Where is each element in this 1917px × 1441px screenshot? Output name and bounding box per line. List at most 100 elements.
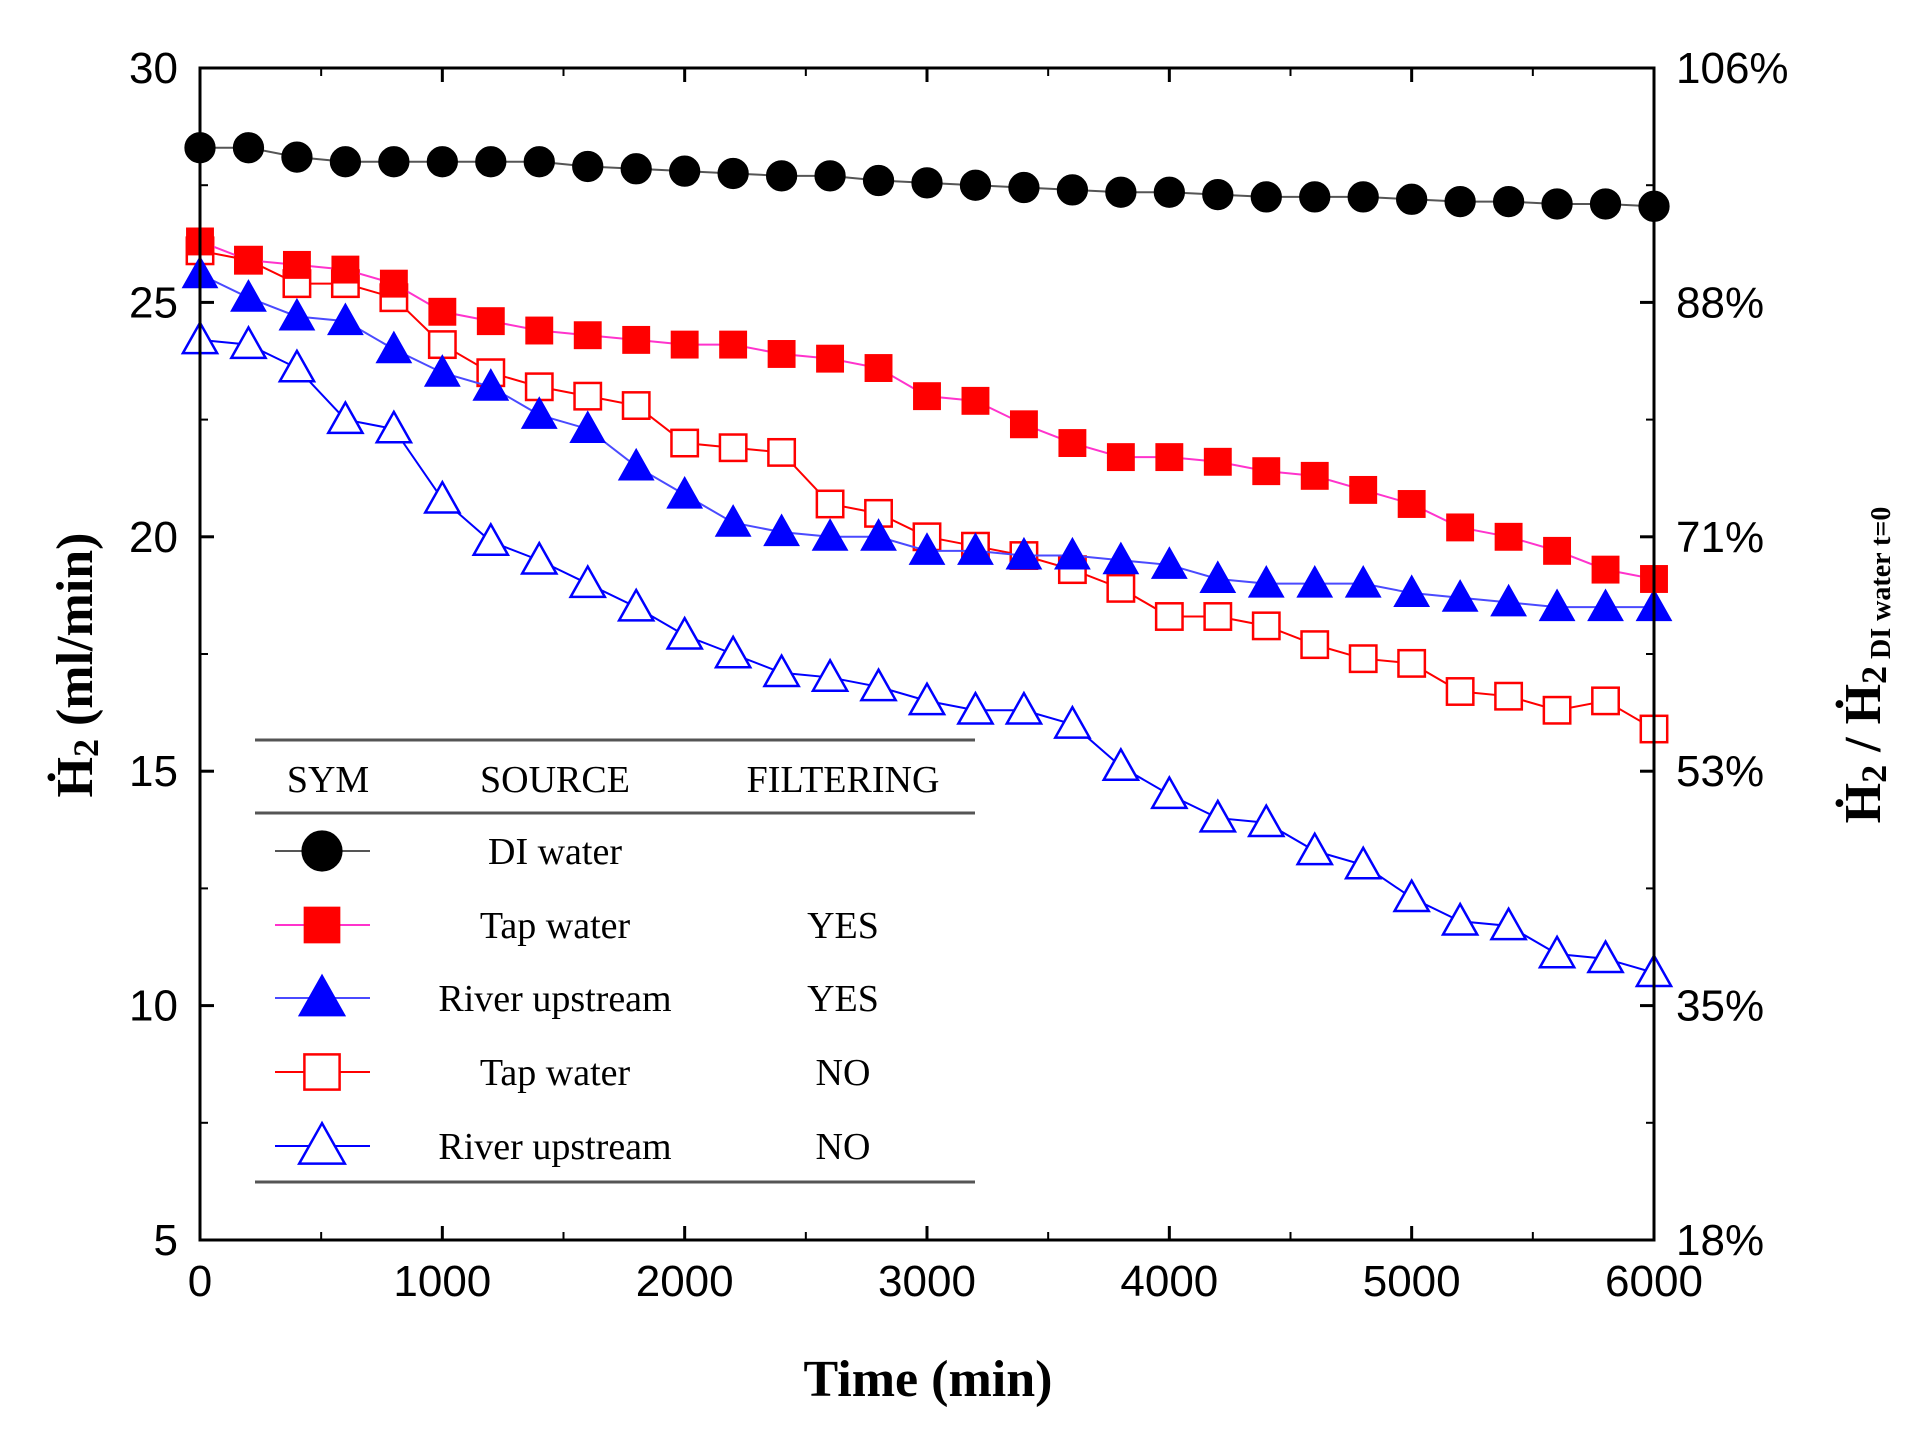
data-point bbox=[326, 399, 365, 435]
data-point bbox=[1537, 934, 1577, 969]
data-point bbox=[621, 391, 651, 420]
data-point bbox=[1543, 536, 1572, 565]
legend-filtering: YES bbox=[807, 978, 879, 1020]
data-point bbox=[1198, 798, 1238, 833]
data-point bbox=[763, 513, 800, 547]
legend-symbol bbox=[303, 906, 341, 944]
data-point bbox=[1586, 939, 1625, 974]
data-point bbox=[428, 297, 457, 326]
axis-layer: 0 1000 2000 3000 4000 5000 6000 5 10 15 20 25 30 18% 3… bbox=[129, 44, 1789, 1306]
data-point bbox=[714, 504, 752, 537]
data-point bbox=[1492, 185, 1525, 218]
x-tick-label: 3000 bbox=[878, 1257, 976, 1306]
legend-header: SOURCE bbox=[480, 759, 630, 801]
data-point bbox=[1494, 681, 1524, 711]
legend-filtering: NO bbox=[816, 1126, 871, 1168]
data-point bbox=[1494, 522, 1523, 551]
data-point bbox=[1349, 475, 1378, 504]
data-point bbox=[814, 160, 846, 192]
data-point bbox=[229, 324, 268, 360]
data-point bbox=[1542, 695, 1572, 725]
data-point bbox=[1348, 644, 1378, 674]
data-point bbox=[1106, 443, 1135, 472]
x-tick-label: 6000 bbox=[1605, 1257, 1703, 1306]
data-point bbox=[423, 479, 462, 514]
data-point bbox=[277, 348, 317, 383]
legend-source: DI water bbox=[488, 831, 622, 873]
data-point bbox=[1396, 183, 1428, 215]
data-point bbox=[815, 489, 845, 519]
data-point bbox=[718, 433, 748, 463]
series-2 bbox=[181, 255, 1673, 622]
data-point bbox=[860, 518, 897, 551]
data-point bbox=[1541, 188, 1573, 220]
plot-frame bbox=[198, 66, 1656, 1242]
data-point bbox=[1247, 803, 1286, 838]
data-point bbox=[1155, 443, 1184, 472]
data-point bbox=[811, 518, 849, 551]
data-point bbox=[1053, 704, 1092, 739]
data-point bbox=[379, 269, 408, 298]
data-point bbox=[1106, 573, 1136, 603]
data-point bbox=[1105, 176, 1137, 208]
data-point bbox=[1300, 630, 1330, 660]
legend-filtering: YES bbox=[807, 905, 879, 947]
data-point bbox=[523, 146, 555, 178]
y-right-tick-label: 88% bbox=[1676, 278, 1764, 327]
data-point bbox=[423, 354, 461, 387]
data-point bbox=[1538, 588, 1576, 622]
legend-header: FILTERING bbox=[747, 759, 940, 801]
data-point bbox=[282, 250, 311, 279]
data-point bbox=[1489, 906, 1528, 941]
data-point bbox=[957, 532, 994, 565]
y-left-tick-label: 10 bbox=[129, 982, 178, 1031]
data-point bbox=[476, 307, 505, 336]
data-point bbox=[234, 246, 263, 275]
data-point bbox=[327, 302, 364, 336]
series-1 bbox=[186, 227, 1668, 593]
data-point bbox=[472, 368, 510, 401]
data-point bbox=[911, 167, 943, 199]
x-tick-label: 2000 bbox=[636, 1257, 734, 1306]
y-axis-right-title: Ḣ2 / Ḣ2 DI water t=0 bbox=[1835, 507, 1897, 824]
legend-symbol bbox=[297, 1120, 347, 1165]
data-point bbox=[1009, 410, 1038, 439]
data-point bbox=[1004, 690, 1044, 725]
legend-symbol bbox=[297, 973, 347, 1017]
data-point bbox=[1056, 174, 1089, 206]
data-point bbox=[666, 475, 704, 509]
y-left-tick-label: 15 bbox=[129, 747, 178, 796]
data-point bbox=[1347, 181, 1379, 213]
y-left-tick-label: 30 bbox=[129, 44, 178, 93]
y-right-tick-label: 71% bbox=[1676, 513, 1764, 562]
data-point bbox=[862, 164, 895, 197]
data-point bbox=[1203, 447, 1232, 476]
data-point bbox=[1300, 461, 1329, 490]
data-point bbox=[816, 344, 845, 373]
legend-row: River upstream YES bbox=[275, 973, 879, 1020]
data-point bbox=[670, 330, 699, 359]
y-axis-left-title: Ḣ2 (ml/min) bbox=[47, 533, 106, 798]
data-point bbox=[713, 634, 753, 669]
data-point bbox=[1587, 588, 1624, 622]
legend-filtering: NO bbox=[816, 1052, 871, 1094]
data-point bbox=[859, 667, 898, 702]
data-point bbox=[620, 153, 652, 185]
data-point bbox=[1397, 490, 1426, 518]
data-point bbox=[1203, 602, 1233, 631]
data-point bbox=[908, 532, 946, 565]
data-point bbox=[1296, 565, 1334, 598]
series-0 bbox=[184, 132, 1670, 222]
data-point bbox=[1250, 181, 1282, 213]
data-point bbox=[1153, 176, 1185, 208]
x-tick-label: 0 bbox=[188, 1257, 212, 1306]
data-point bbox=[278, 297, 316, 331]
data-point bbox=[622, 325, 651, 354]
data-point bbox=[427, 330, 457, 360]
y-right-tick-label: 53% bbox=[1676, 747, 1764, 796]
data-point bbox=[864, 354, 893, 382]
data-point bbox=[1589, 188, 1622, 220]
data-point bbox=[762, 653, 801, 688]
data-point bbox=[1005, 536, 1043, 570]
data-point bbox=[1392, 878, 1431, 913]
